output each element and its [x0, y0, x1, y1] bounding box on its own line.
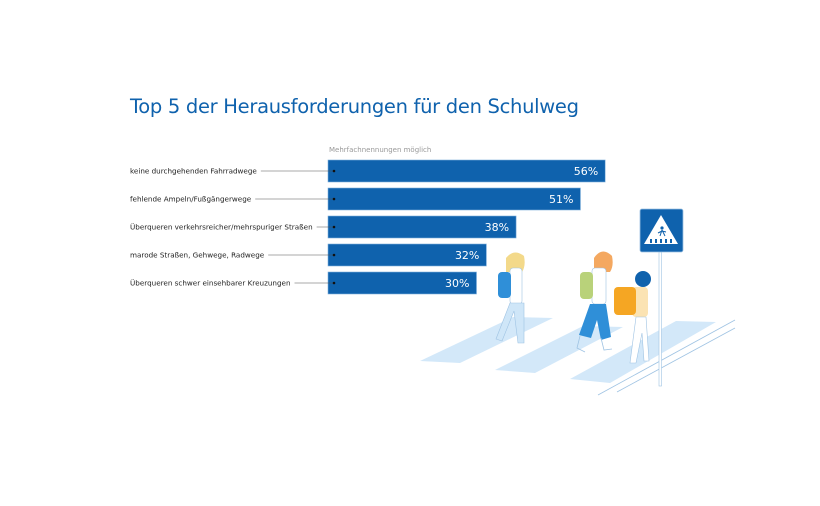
category-label: fehlende Ampeln/Fußgängerwege	[130, 195, 252, 204]
leader-dot	[332, 253, 336, 257]
category-label: Überqueren schwer einsehbarer Kreuzungen	[130, 279, 291, 288]
category-label: Überqueren verkehrsreicher/mehrspuriger …	[130, 223, 313, 232]
leader-dot	[332, 281, 336, 285]
orange-backpack-icon	[614, 287, 636, 315]
road-edge-lines	[597, 319, 736, 396]
pedestrian-crossing-sign	[639, 208, 684, 387]
category-label: keine durchgehenden Fahrradwege	[130, 167, 257, 176]
category-label: marode Straßen, Gehwege, Radwege	[130, 251, 265, 260]
child-1	[495, 252, 525, 344]
green-backpack-icon	[580, 272, 593, 299]
value-label: 30%	[445, 277, 469, 290]
value-label: 56%	[574, 165, 598, 178]
blue-backpack-icon	[498, 272, 511, 298]
value-label: 51%	[549, 193, 573, 206]
chart-note: Mehrfachnennungen möglich	[329, 146, 432, 154]
leader-dot	[332, 225, 336, 229]
crosswalk	[420, 317, 716, 383]
leader-dot	[332, 197, 336, 201]
child-2	[576, 251, 613, 353]
pedestrian-icon	[660, 226, 664, 230]
child-3	[614, 271, 651, 364]
value-label: 32%	[455, 249, 479, 262]
chart-title: Top 5 der Herausforderungen für den Schu…	[130, 95, 579, 118]
leader-dot	[332, 169, 336, 173]
value-label: 38%	[485, 221, 509, 234]
